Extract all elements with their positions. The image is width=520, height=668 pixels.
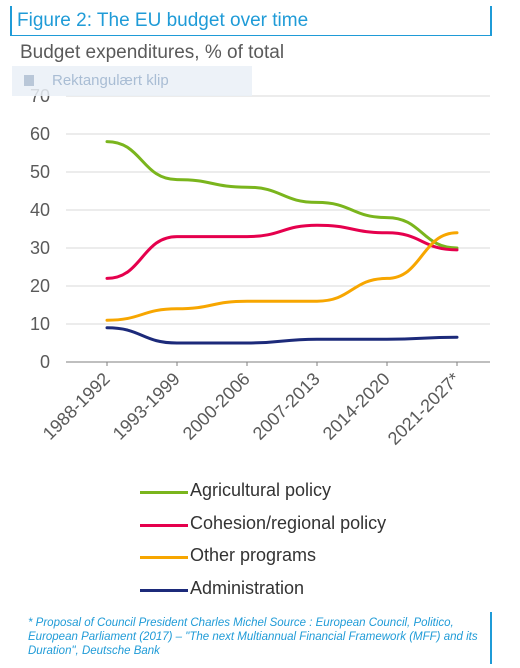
y-tick-label: 10 — [30, 314, 50, 334]
x-tick-label: 2014-2020 — [319, 369, 394, 444]
legend-label: Cohesion/regional policy — [190, 512, 387, 533]
y-tick-label: 30 — [30, 238, 50, 258]
x-tick-label: 2000-2006 — [179, 369, 254, 444]
legend-swatch — [140, 556, 188, 559]
x-tick-label: 1988-1992 — [39, 369, 114, 444]
y-tick-label: 60 — [30, 124, 50, 144]
snip-icon — [24, 75, 34, 86]
figure-title: Figure 2: The EU budget over time — [17, 10, 309, 31]
legend-swatch — [140, 491, 188, 494]
y-tick-label: 20 — [30, 276, 50, 296]
x-tick-label: 1993-1999 — [109, 369, 184, 444]
series-line-cohesion-regional-policy — [105, 223, 459, 280]
snip-tooltip-label: Rektangulært klip — [52, 72, 169, 89]
y-tick-label: 0 — [40, 352, 50, 372]
title-underline — [10, 35, 492, 36]
series-line-agricultural-policy — [105, 140, 459, 250]
x-tick-label: 2007-2013 — [249, 369, 324, 444]
figure-frame-left — [10, 6, 12, 36]
snip-tooltip[interactable] — [12, 66, 252, 96]
footnote: * Proposal of Council President Charles … — [28, 617, 478, 657]
line-chart: 0102030405060701988-19921993-19992000-20… — [30, 86, 490, 449]
footnote-frame-right — [490, 612, 492, 664]
legend-label: Administration — [190, 577, 305, 598]
y-tick-label: 50 — [30, 162, 50, 182]
legend-label: Agricultural policy — [190, 480, 332, 500]
series-line-administration — [105, 326, 459, 345]
legend-label: Other programs — [190, 545, 317, 565]
legend-swatch — [140, 588, 188, 592]
x-tick-label: 2021-2027* — [384, 369, 464, 449]
figure-frame-right — [490, 6, 492, 36]
chart-subtitle: Budget expenditures, % of total — [20, 42, 285, 63]
y-tick-label: 40 — [30, 200, 50, 220]
series-line-other-programs — [105, 231, 459, 322]
legend-swatch — [140, 523, 188, 527]
